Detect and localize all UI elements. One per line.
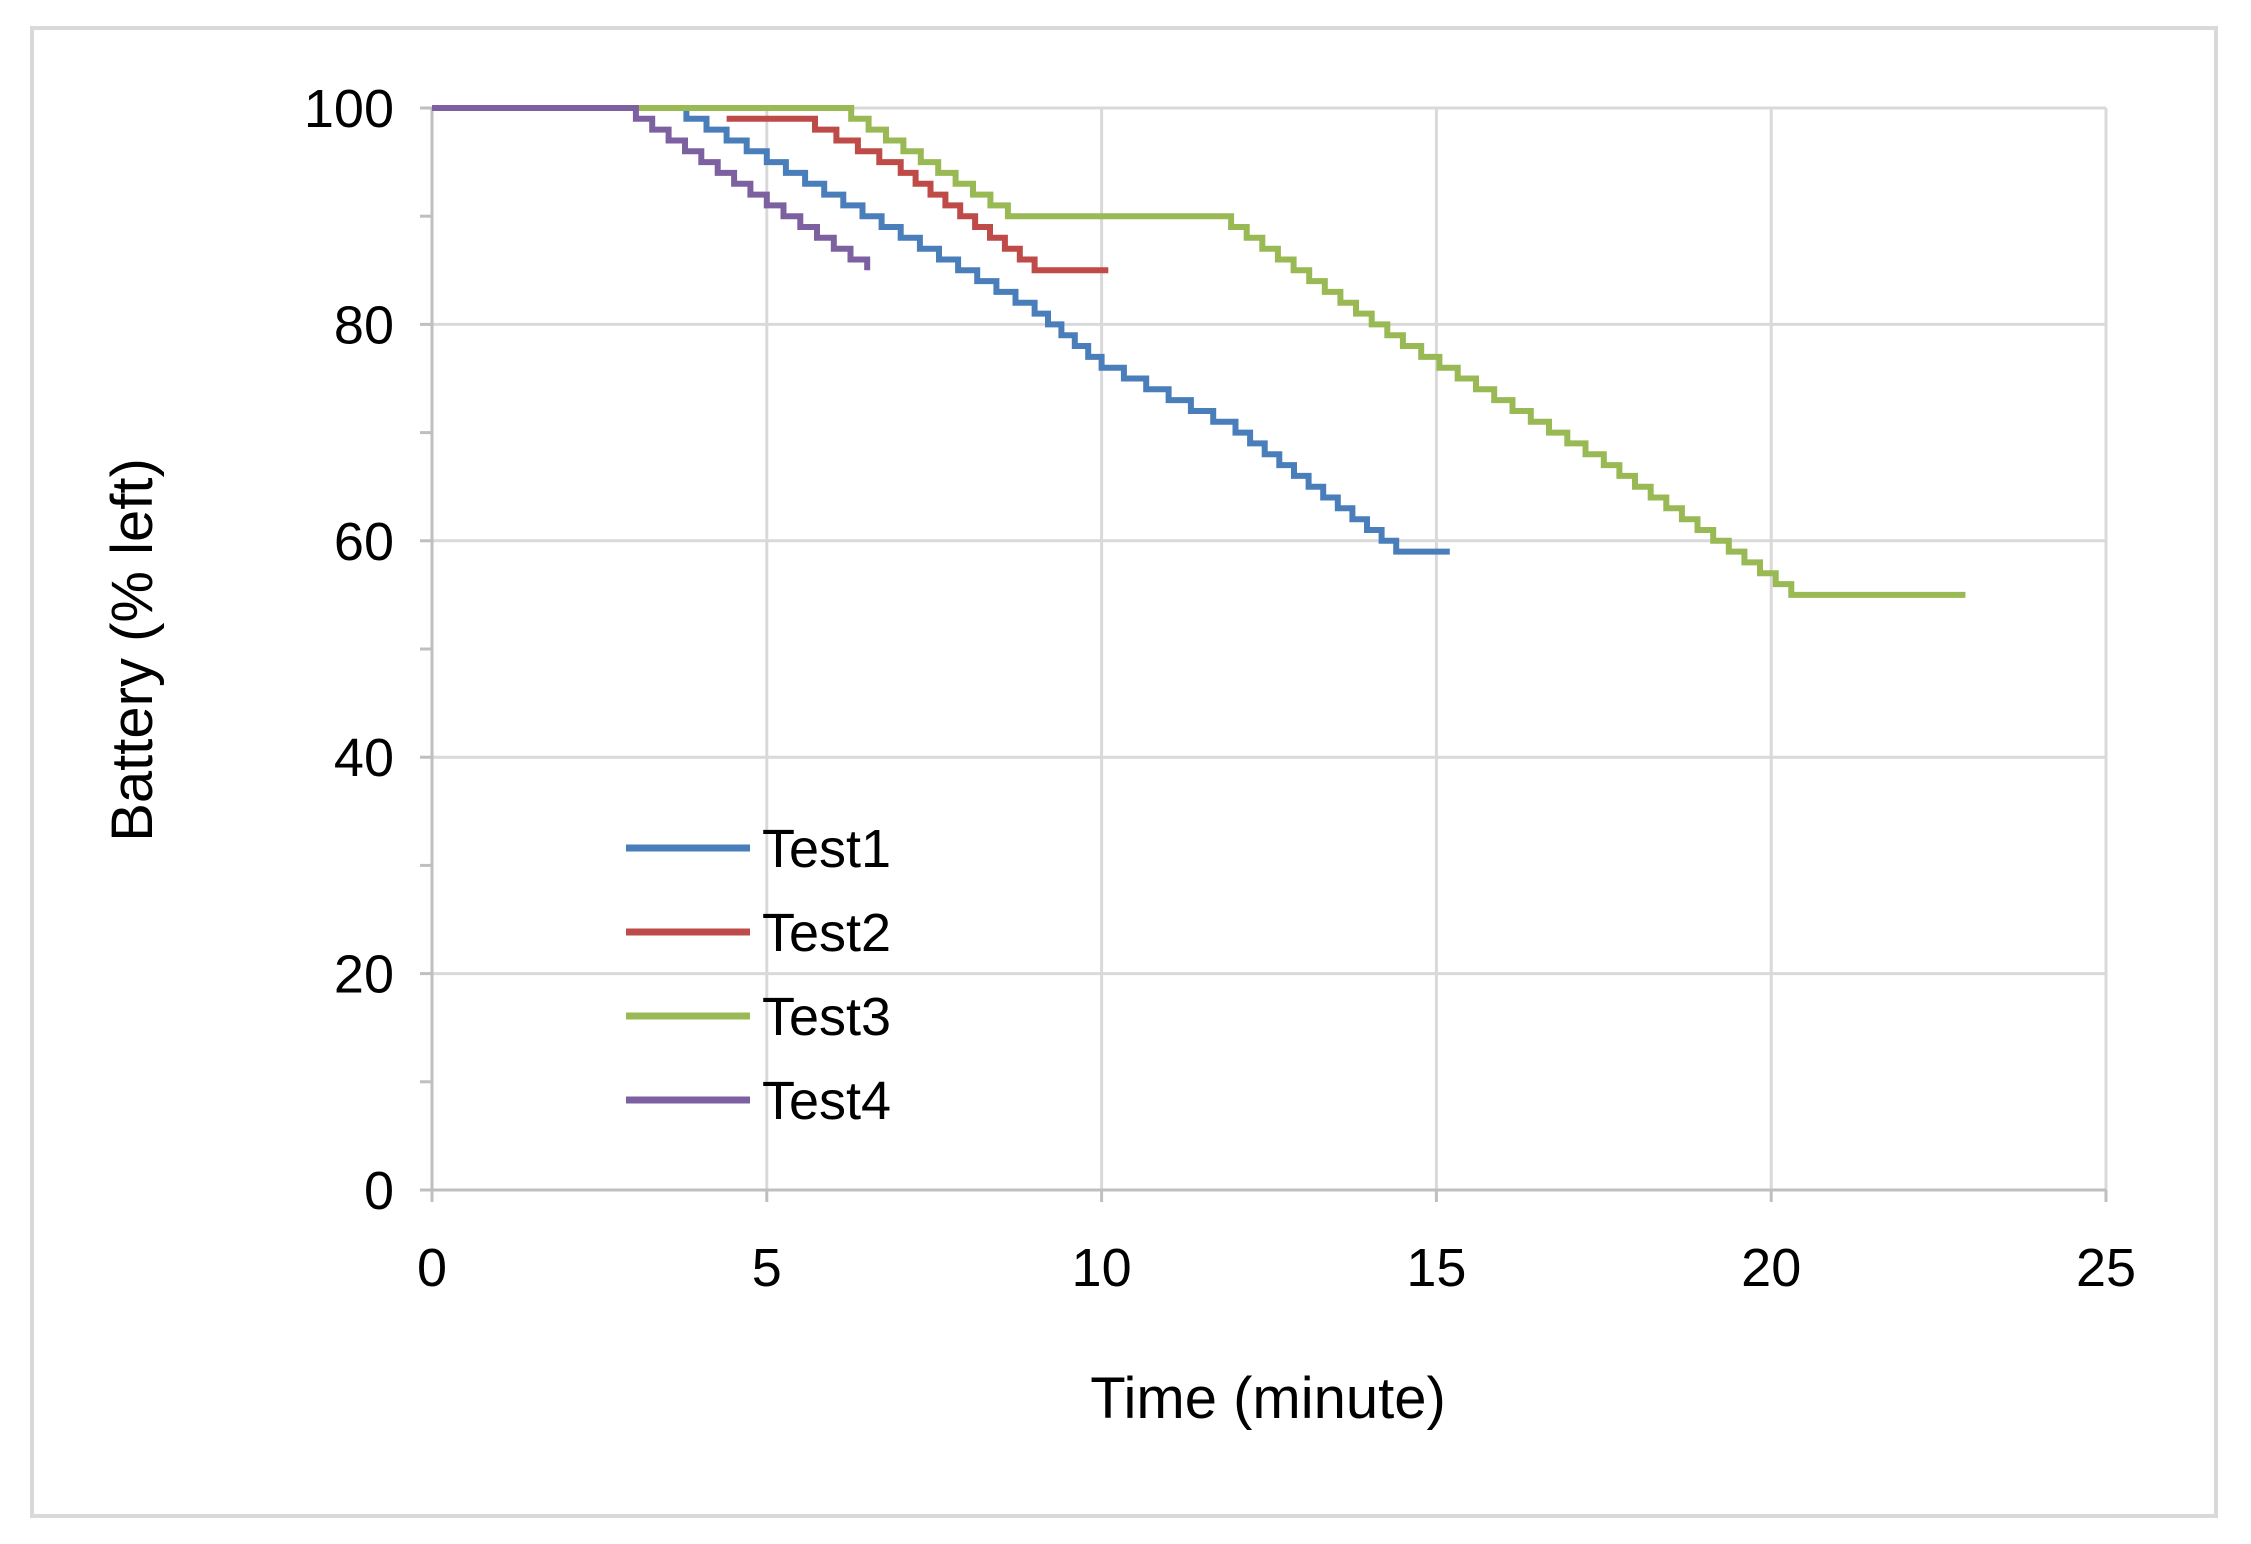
x-tick-label: 20: [1741, 1238, 1801, 1298]
tick-labels: 0 5 10 15 20 25 0 20 40 60 80 100: [304, 79, 2136, 1298]
y-tick-label: 0: [364, 1161, 394, 1221]
series-lines: [432, 105, 1966, 598]
chart-frame: [30, 26, 2218, 1518]
y-tick-label: 60: [334, 512, 394, 572]
x-axis-title: Time (minute): [1090, 1366, 1446, 1431]
y-tick-label: 100: [304, 79, 394, 139]
series-line-test3: [432, 105, 1966, 598]
y-axis-title: Battery (% left): [100, 458, 165, 842]
x-tick-label: 0: [417, 1238, 447, 1298]
y-tick-label: 80: [334, 295, 394, 355]
x-tick-label: 5: [752, 1238, 782, 1298]
gridlines: [432, 106, 2108, 1190]
series-line-test2: [726, 115, 1109, 274]
series-line-test1: [432, 105, 1450, 555]
legend-label-test3: Test3: [762, 987, 891, 1047]
y-tick-label: 20: [334, 945, 394, 1005]
series-line-test4: [432, 105, 871, 271]
legend-label-test1: Test1: [762, 819, 891, 879]
legend: Test1 Test2 Test3 Test4: [626, 819, 891, 1131]
legend-label-test4: Test4: [762, 1071, 891, 1131]
legend-label-test2: Test2: [762, 903, 891, 963]
x-tick-label: 25: [2076, 1238, 2136, 1298]
x-tick-label: 10: [1072, 1238, 1132, 1298]
axes: [420, 106, 2108, 1202]
x-tick-label: 15: [1406, 1238, 1466, 1298]
y-tick-label: 40: [334, 728, 394, 788]
